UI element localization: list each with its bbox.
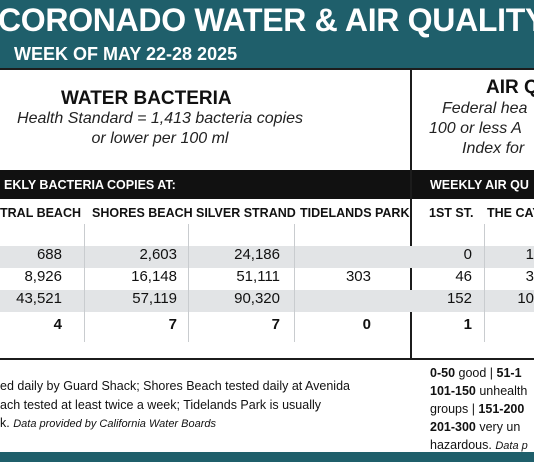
table-cell: 3 — [525, 268, 534, 285]
aqi-range: 101-150 — [430, 384, 476, 398]
table-cell: 152 — [446, 290, 472, 307]
column-separator — [188, 224, 189, 342]
table-cell: 51,111 — [236, 268, 280, 285]
table-cell: 10 — [517, 290, 534, 307]
table-cell: 4 — [53, 316, 62, 333]
col-header-the-cay: THE CAY — [487, 206, 534, 220]
aqi-range: 201-300 — [430, 420, 476, 434]
air-bar-label: WEEKLY AIR QU — [430, 178, 529, 192]
footnote-text: k. — [0, 416, 10, 430]
column-headers: TRAL BEACH SHORES BEACH SILVER STRAND TI… — [0, 200, 534, 224]
col-header-tidelands-park: TIDELANDS PARK — [300, 206, 410, 220]
table-cell: 46 — [455, 268, 472, 285]
air-description-line1: Federal hea — [442, 100, 528, 117]
table-cell: 1 — [525, 246, 534, 263]
header-band: CORONADO WATER & AIR QUALITY R WEEK OF M… — [0, 0, 534, 68]
aqi-label: hazardous. — [430, 438, 496, 452]
table-row: 688 2,603 24,186 0 1 — [0, 246, 534, 268]
aqi-legend-line4: 201-300 very un — [430, 418, 520, 436]
water-bar-label: EKLY BACTERIA COPIES AT: — [4, 178, 176, 192]
aqi-legend-line3: groups | 151-200 — [430, 400, 524, 418]
data-source-credit: Data provided by California Water Boards — [13, 418, 217, 430]
aqi-legend-line5: hazardous. Data p — [430, 436, 528, 455]
table-cell: 7 — [271, 316, 280, 333]
aqi-label: groups | — [430, 402, 479, 416]
section-divider — [410, 70, 412, 360]
table-cell: 90,320 — [234, 290, 280, 307]
header-divider — [0, 68, 534, 70]
air-table-header-bar: WEEKLY AIR QU — [412, 170, 534, 199]
footer-divider — [0, 358, 534, 360]
column-separator — [294, 224, 295, 342]
air-section-title: AIR Q — [486, 77, 534, 98]
table-row: 43,521 57,119 90,320 152 10 — [0, 290, 534, 312]
air-description-line2: 100 or less A — [429, 120, 522, 137]
table-cell: 16,148 — [131, 268, 177, 285]
table-cell: 57,119 — [132, 290, 177, 307]
aqi-legend-line1: 0-50 good | 51-1 — [430, 364, 522, 382]
water-section-title: WATER BACTERIA — [61, 88, 232, 109]
aqi-range: 0-50 — [430, 366, 456, 380]
col-header-silver-strand: SILVER STRAND — [196, 206, 296, 220]
aqi-label: unhealth — [475, 384, 528, 398]
column-separator — [84, 224, 85, 342]
col-header-central-beach: TRAL BEACH — [0, 206, 82, 220]
water-footnote-line2: ach tested at least twice a week; Tidela… — [0, 398, 321, 412]
air-description-line3: Index for — [462, 140, 525, 157]
col-header-shores-beach: SHORES BEACH — [92, 206, 193, 220]
data-source-credit: Data p — [495, 440, 528, 452]
water-footnote-line1: ed daily by Guard Shack; Shores Beach te… — [0, 379, 350, 393]
table-cell: 2,603 — [139, 246, 177, 263]
aqi-label: good | — [455, 366, 497, 380]
table-cell: 7 — [168, 316, 177, 333]
table-cell: 8,926 — [24, 268, 62, 285]
table-cell: 24,186 — [234, 246, 280, 263]
table-row: 8,926 16,148 51,111 303 46 3 — [0, 268, 534, 290]
table-cell: 0 — [362, 316, 371, 333]
water-footnote-line3: k. Data provided by California Water Boa… — [0, 414, 216, 433]
water-table-header-bar: EKLY BACTERIA COPIES AT: — [0, 170, 410, 199]
water-description-line1: Health Standard = 1,413 bacteria copies — [17, 110, 303, 127]
col-header-1st-st: 1ST ST. — [429, 206, 474, 220]
aqi-legend-line2: 101-150 unhealth — [430, 382, 527, 400]
table-cell: 688 — [36, 246, 62, 263]
table-cell: 43,521 — [16, 290, 62, 307]
aqi-label: very un — [475, 420, 521, 434]
table-cell: 1 — [463, 316, 472, 333]
water-description-line2: or lower per 100 ml — [91, 130, 229, 147]
footer-band — [0, 452, 534, 462]
table-cell: 303 — [345, 268, 371, 285]
aqi-range: 51-1 — [496, 366, 522, 380]
table-cell: 0 — [463, 246, 472, 263]
table-row-totals: 4 7 7 0 1 — [0, 316, 534, 338]
page-title: CORONADO WATER & AIR QUALITY R — [0, 2, 534, 38]
column-separator — [484, 224, 485, 342]
page-subtitle: WEEK OF MAY 22-28 2025 — [14, 44, 238, 64]
aqi-range: 151-200 — [478, 402, 525, 416]
